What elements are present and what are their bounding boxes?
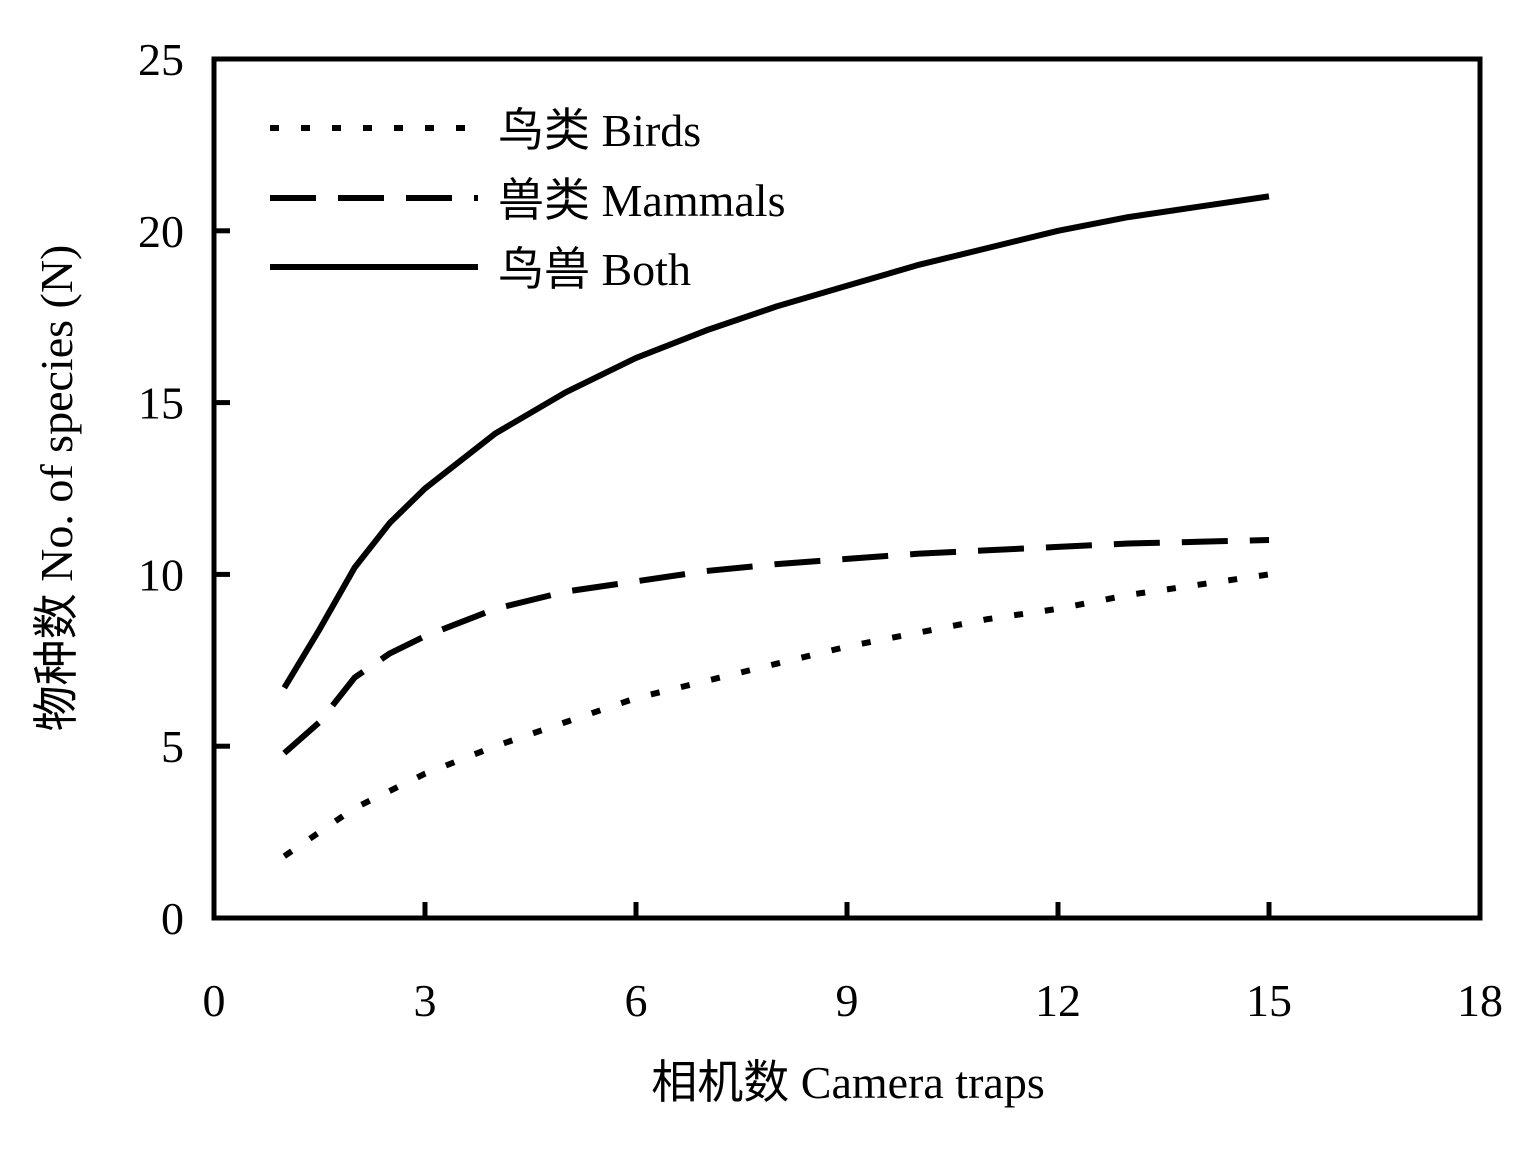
y-tick-label: 10	[138, 549, 184, 600]
plot-frame	[211, 56, 1483, 921]
y-tick-label: 5	[161, 721, 184, 772]
legend-label: 鸟类 Birds	[498, 105, 701, 156]
series-line-solid	[281, 193, 1270, 690]
x-tick-label: 0	[203, 975, 226, 1026]
x-tick-label: 3	[414, 975, 437, 1026]
x-tick-label: 6	[625, 975, 648, 1026]
series-line-dotted	[282, 571, 1270, 859]
y-tick-label: 25	[138, 34, 184, 85]
y-tick-label: 20	[138, 206, 184, 257]
y-tick-label: 0	[161, 893, 184, 944]
x-tick-label: 18	[1457, 975, 1503, 1026]
y-tick-label: 15	[138, 378, 184, 429]
x-tick-label: 12	[1035, 975, 1081, 1026]
y-axis-title: 物种数 No. of species (N)	[31, 245, 82, 732]
x-tick-label: 9	[836, 975, 859, 1026]
legend-label: 兽类 Mammals	[498, 175, 785, 226]
x-tick-label: 15	[1246, 975, 1292, 1026]
legend-label: 鸟兽 Both	[498, 244, 691, 295]
series-line-dashed	[282, 537, 1270, 756]
x-axis-title: 相机数 Camera traps	[651, 1057, 1044, 1108]
